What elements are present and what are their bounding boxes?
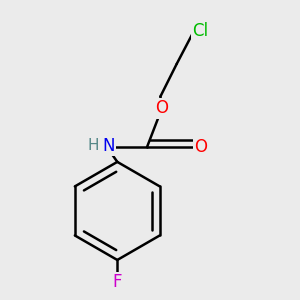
Text: O: O [155,99,168,117]
Text: O: O [194,138,207,156]
Text: Cl: Cl [193,22,208,40]
Text: H: H [88,138,99,153]
Text: F: F [112,273,122,291]
Text: N: N [102,136,115,154]
